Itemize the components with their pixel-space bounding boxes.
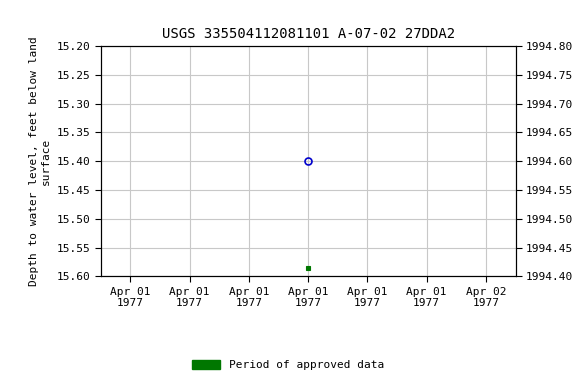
Y-axis label: Depth to water level, feet below land
surface: Depth to water level, feet below land su… [29, 36, 51, 286]
Title: USGS 335504112081101 A-07-02 27DDA2: USGS 335504112081101 A-07-02 27DDA2 [162, 27, 454, 41]
Legend: Period of approved data: Period of approved data [188, 356, 388, 375]
